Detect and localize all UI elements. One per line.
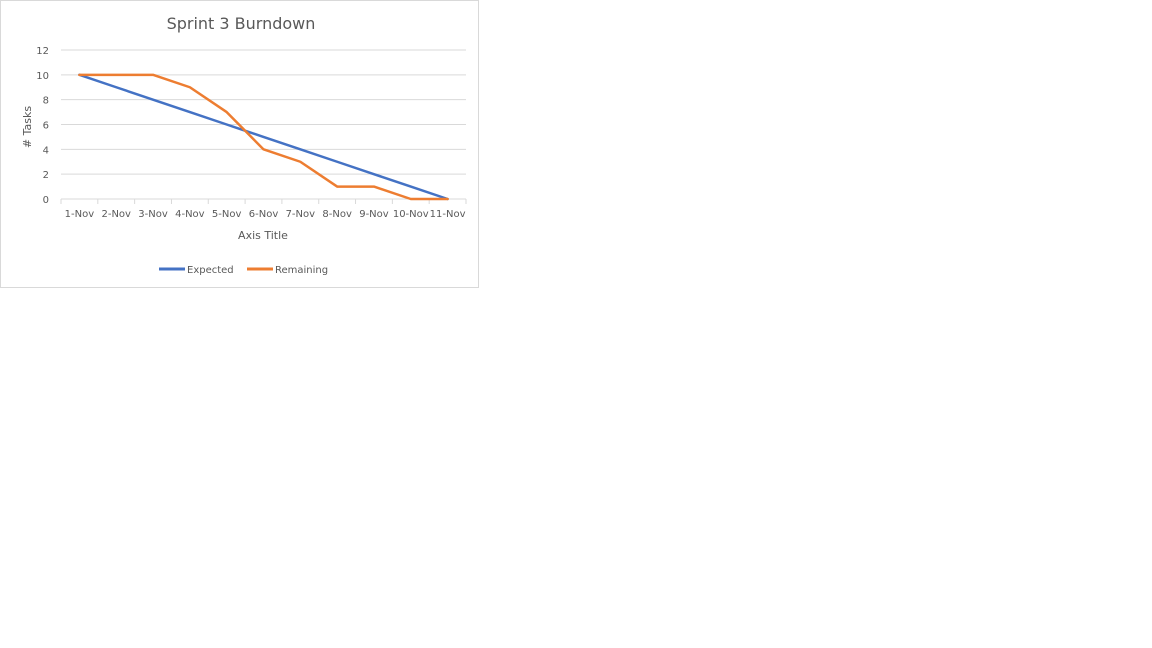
chart-frame: Sprint 3 Burndown 0 2 4 6 8 10 12 1-Nov 2-Nov 3-… [0,0,479,288]
x-tick-label: 2-Nov [101,209,131,220]
y-tick-label: 4 [43,145,49,156]
y-tick-label: 2 [43,170,49,181]
x-tick-label: 10-Nov [393,209,429,220]
x-tick-label: 7-Nov [286,209,316,220]
x-tick-label: 6-Nov [249,209,279,220]
x-tick-label: 5-Nov [212,209,242,220]
legend-label-expected: Expected [187,265,234,276]
chart-title: Sprint 3 Burndown [167,14,316,33]
y-tick-label: 0 [43,195,49,206]
y-tick-label: 12 [36,46,49,57]
series-line-remaining [78,73,449,201]
burndown-chart: Sprint 3 Burndown 0 2 4 6 8 10 12 1-Nov 2-Nov 3-… [21,14,467,276]
series-lines [78,73,449,201]
x-axis-title: Axis Title [238,229,288,242]
x-tick-label: 4-Nov [175,209,205,220]
x-tick-label: 8-Nov [322,209,352,220]
x-tick-label: 3-Nov [138,209,168,220]
legend: Expected Remaining [159,265,328,276]
x-tick-label: 11-Nov [430,209,466,220]
y-tick-label: 8 [43,96,49,107]
y-axis-title: # Tasks [21,106,34,148]
y-tick-labels: 0 2 4 6 8 10 12 [36,46,49,206]
series-line-expected [78,73,449,201]
y-tick-label: 10 [36,71,49,82]
x-tick-label: 1-Nov [65,209,95,220]
y-tick-label: 6 [43,121,49,132]
x-tick-labels: 1-Nov 2-Nov 3-Nov 4-Nov 5-Nov 6-Nov 7-Nov 8-Nov… [65,209,466,220]
gridlines [60,49,467,204]
legend-label-remaining: Remaining [275,265,328,276]
x-tick-label: 9-Nov [359,209,389,220]
